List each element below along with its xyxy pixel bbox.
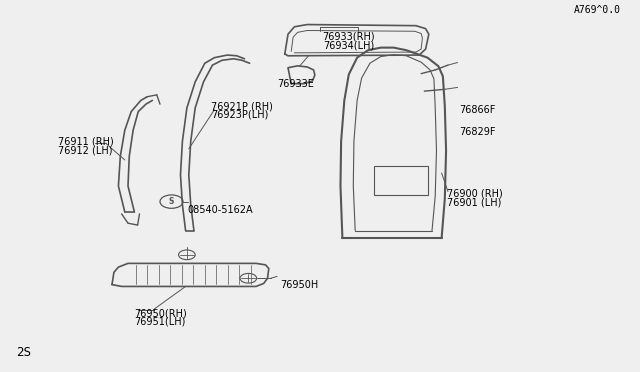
Text: 76950H: 76950H [280, 280, 319, 290]
Text: 76866F: 76866F [460, 105, 496, 115]
Text: 76923P(LH): 76923P(LH) [211, 110, 269, 120]
Text: 2S: 2S [16, 346, 31, 359]
Text: 76900 (RH): 76900 (RH) [447, 189, 502, 199]
Text: 76951(LH): 76951(LH) [134, 316, 186, 326]
Text: 76933E: 76933E [277, 79, 314, 89]
Text: 76933(RH): 76933(RH) [323, 32, 375, 42]
Text: 08540-5162A: 08540-5162A [187, 205, 253, 215]
Text: 76911 (RH): 76911 (RH) [58, 137, 113, 147]
Text: S: S [169, 197, 174, 206]
Text: 76901 (LH): 76901 (LH) [447, 197, 501, 207]
Text: 76829F: 76829F [460, 127, 496, 137]
Text: 76934(LH): 76934(LH) [323, 40, 374, 50]
Text: 76921P (RH): 76921P (RH) [211, 101, 273, 111]
Text: A769^0.0: A769^0.0 [574, 5, 621, 15]
Text: 76912 (LH): 76912 (LH) [58, 145, 112, 155]
Text: 76950(RH): 76950(RH) [134, 308, 187, 318]
